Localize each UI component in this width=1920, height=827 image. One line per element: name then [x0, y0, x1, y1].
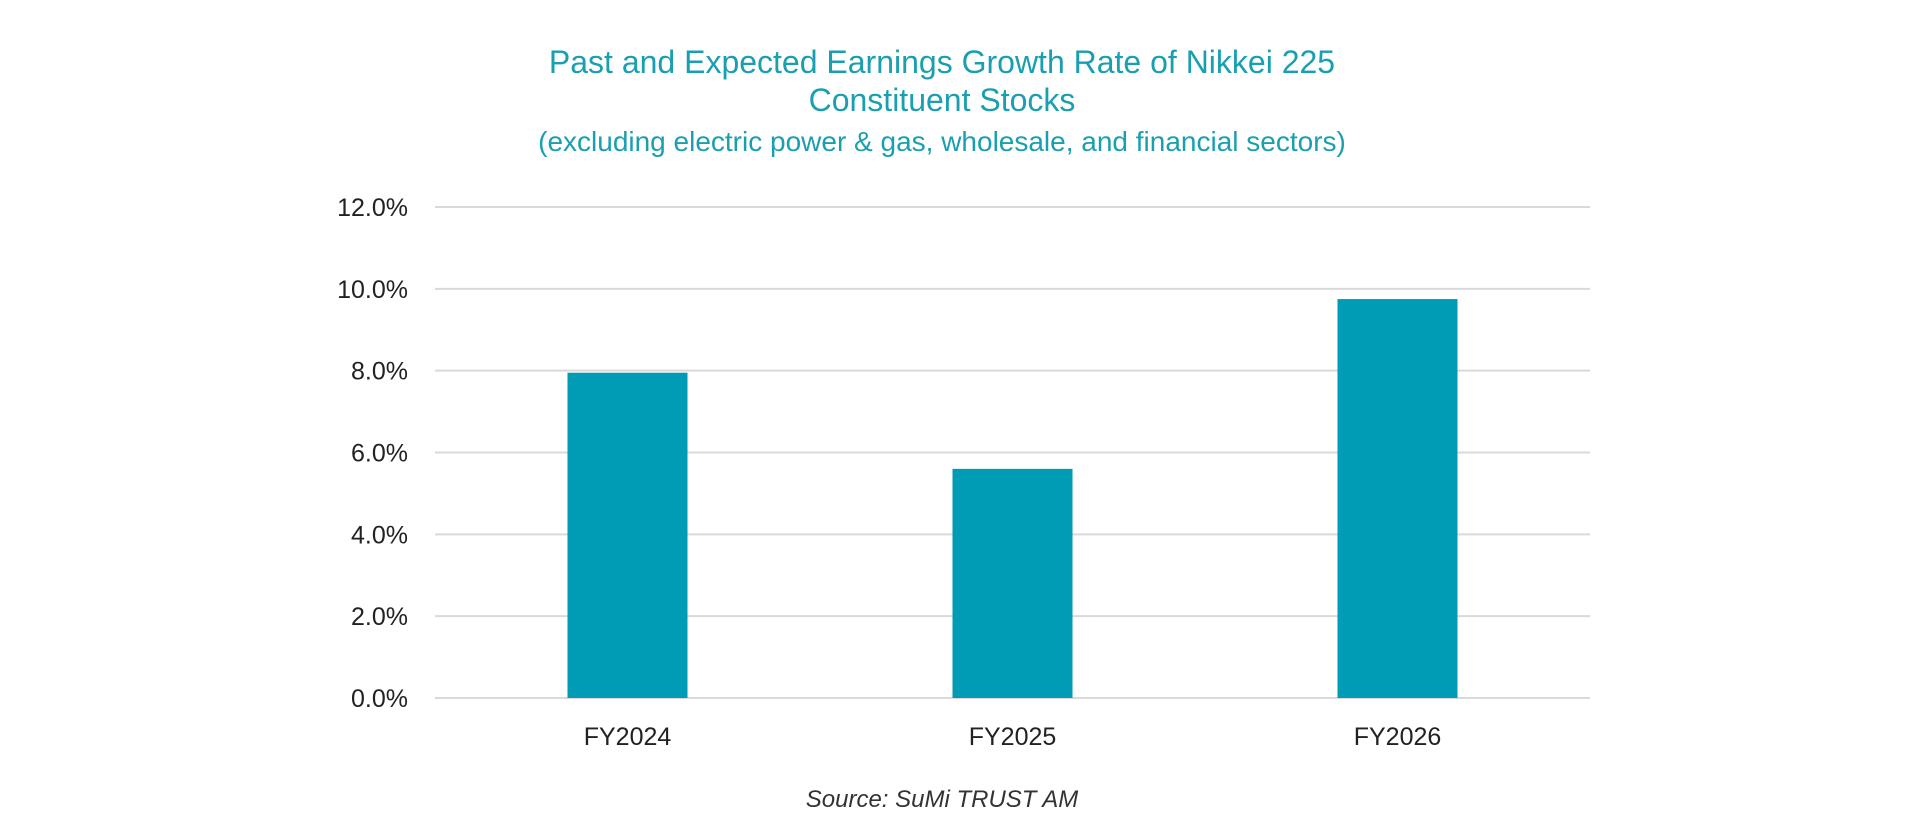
- bar-fy2024: [567, 372, 688, 698]
- y-tick-label: 12.0%: [337, 194, 408, 222]
- y-tick-label: 10.0%: [337, 276, 408, 304]
- chart-title: Past and Expected Earnings Growth Rate o…: [548, 44, 1336, 80]
- y-tick-label: 2.0%: [351, 603, 408, 631]
- chart-title-line2: Constituent Stocks: [808, 82, 1076, 118]
- x-tick-label: FY2024: [584, 723, 672, 751]
- y-tick-label: 4.0%: [351, 521, 408, 549]
- y-tick-label: 8.0%: [351, 358, 408, 386]
- bar-fy2025: [952, 468, 1073, 698]
- x-tick-label: FY2025: [969, 723, 1057, 751]
- chart-subtitle: (excluding electric power & gas, wholesa…: [538, 126, 1346, 157]
- x-tick-label: FY2026: [1354, 723, 1442, 751]
- y-tick-label: 6.0%: [351, 440, 408, 468]
- source-note: Source: SuMi TRUST AM: [805, 786, 1079, 813]
- y-tick-label: 0.0%: [351, 685, 408, 713]
- bar-fy2026: [1337, 299, 1458, 698]
